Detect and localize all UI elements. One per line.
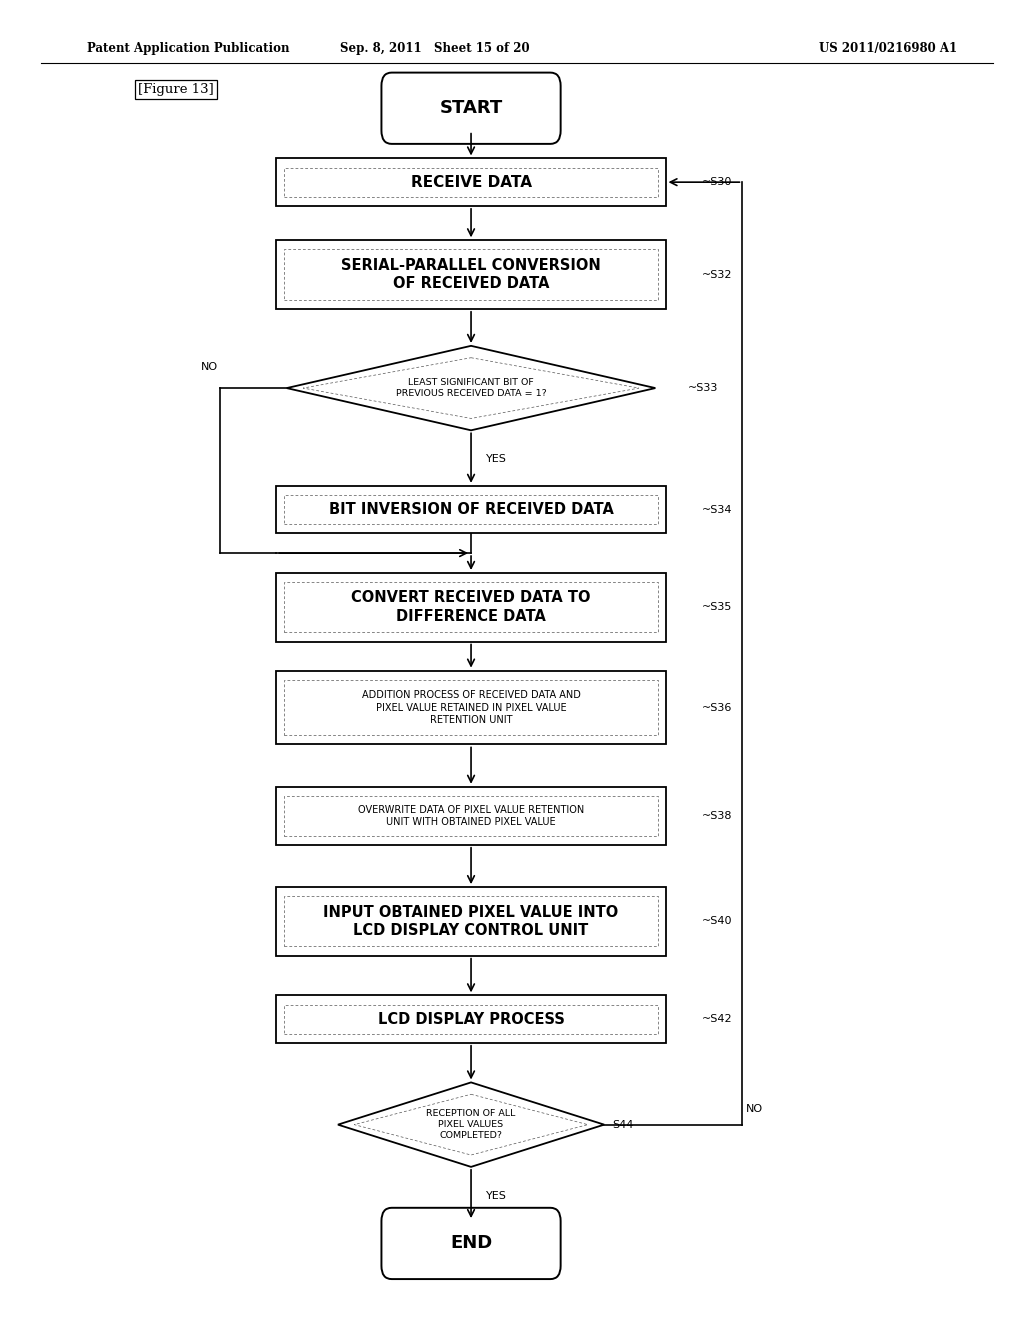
Text: ~S32: ~S32 xyxy=(701,269,732,280)
Bar xyxy=(284,582,658,632)
Text: START: START xyxy=(439,99,503,117)
Bar xyxy=(276,887,666,956)
Text: RECEPTION OF ALL
PIXEL VALUES
COMPLETED?: RECEPTION OF ALL PIXEL VALUES COMPLETED? xyxy=(426,1109,516,1140)
Bar xyxy=(276,995,666,1043)
Bar xyxy=(284,796,658,836)
Text: SERIAL-PARALLEL CONVERSION
OF RECEIVED DATA: SERIAL-PARALLEL CONVERSION OF RECEIVED D… xyxy=(341,257,601,292)
Text: S44: S44 xyxy=(612,1119,634,1130)
Bar xyxy=(276,158,666,206)
Text: CONVERT RECEIVED DATA TO
DIFFERENCE DATA: CONVERT RECEIVED DATA TO DIFFERENCE DATA xyxy=(351,590,591,624)
Text: ADDITION PROCESS OF RECEIVED DATA AND
PIXEL VALUE RETAINED IN PIXEL VALUE
RETENT: ADDITION PROCESS OF RECEIVED DATA AND PI… xyxy=(361,690,581,725)
Text: [Figure 13]: [Figure 13] xyxy=(138,83,214,96)
Text: INPUT OBTAINED PIXEL VALUE INTO
LCD DISPLAY CONTROL UNIT: INPUT OBTAINED PIXEL VALUE INTO LCD DISP… xyxy=(324,904,618,939)
Text: ~S30: ~S30 xyxy=(701,177,732,187)
Text: END: END xyxy=(450,1234,493,1253)
Bar xyxy=(284,168,658,197)
Bar xyxy=(284,495,658,524)
Bar xyxy=(284,249,658,300)
Polygon shape xyxy=(287,346,655,430)
Bar xyxy=(284,680,658,735)
Polygon shape xyxy=(338,1082,604,1167)
Text: NO: NO xyxy=(201,362,218,372)
Bar xyxy=(276,573,666,642)
Text: ~S34: ~S34 xyxy=(701,504,732,515)
Bar xyxy=(276,671,666,744)
Text: Patent Application Publication: Patent Application Publication xyxy=(87,42,290,55)
Text: LCD DISPLAY PROCESS: LCD DISPLAY PROCESS xyxy=(378,1011,564,1027)
Text: YES: YES xyxy=(486,454,507,465)
Text: RECEIVE DATA: RECEIVE DATA xyxy=(411,174,531,190)
Text: YES: YES xyxy=(486,1191,507,1201)
Text: Sep. 8, 2011   Sheet 15 of 20: Sep. 8, 2011 Sheet 15 of 20 xyxy=(340,42,530,55)
Bar xyxy=(276,486,666,533)
Text: ~S42: ~S42 xyxy=(701,1014,732,1024)
Bar xyxy=(284,1005,658,1034)
Text: US 2011/0216980 A1: US 2011/0216980 A1 xyxy=(819,42,957,55)
Text: ~S38: ~S38 xyxy=(701,810,732,821)
Text: ~S35: ~S35 xyxy=(701,602,732,612)
Text: OVERWRITE DATA OF PIXEL VALUE RETENTION
UNIT WITH OBTAINED PIXEL VALUE: OVERWRITE DATA OF PIXEL VALUE RETENTION … xyxy=(358,805,584,826)
Text: BIT INVERSION OF RECEIVED DATA: BIT INVERSION OF RECEIVED DATA xyxy=(329,502,613,517)
Text: NO: NO xyxy=(745,1104,763,1114)
Text: ~S33: ~S33 xyxy=(688,383,719,393)
Bar xyxy=(276,240,666,309)
FancyBboxPatch shape xyxy=(381,1208,561,1279)
FancyBboxPatch shape xyxy=(381,73,561,144)
Bar xyxy=(276,787,666,845)
Text: LEAST SIGNIFICANT BIT OF
PREVIOUS RECEIVED DATA = 1?: LEAST SIGNIFICANT BIT OF PREVIOUS RECEIV… xyxy=(395,378,547,399)
Text: ~S40: ~S40 xyxy=(701,916,732,927)
Bar xyxy=(284,896,658,946)
Text: ~S36: ~S36 xyxy=(701,702,732,713)
